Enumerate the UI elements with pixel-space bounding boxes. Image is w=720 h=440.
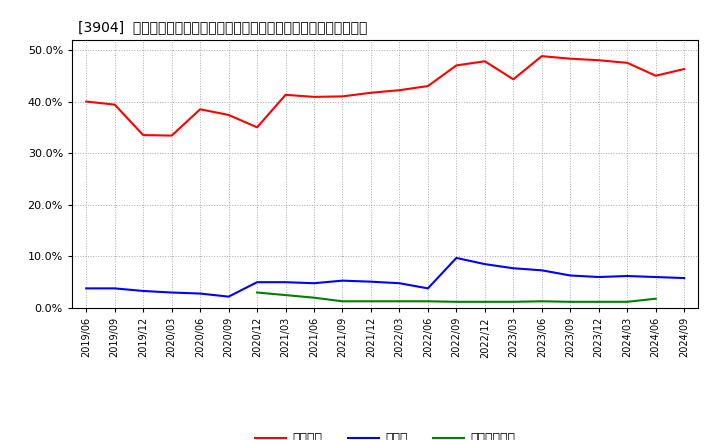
のれん	[310, 281, 318, 286]
自己資本	[652, 73, 660, 78]
Line: のれん: のれん	[86, 258, 684, 297]
のれん	[366, 279, 375, 284]
自己資本	[225, 112, 233, 117]
のれん	[282, 279, 290, 285]
のれん	[338, 278, 347, 283]
のれん	[537, 268, 546, 273]
繰延税金資産	[566, 299, 575, 304]
のれん	[452, 255, 461, 260]
のれん	[595, 275, 603, 280]
自己資本	[537, 54, 546, 59]
自己資本	[366, 90, 375, 95]
繰延税金資産	[253, 290, 261, 295]
のれん	[253, 279, 261, 285]
Legend: 自己資本, のれん, 繰延税金資産: 自己資本, のれん, 繰延税金資産	[251, 427, 521, 440]
繰延税金資産	[338, 299, 347, 304]
自己資本	[452, 63, 461, 68]
自己資本	[338, 94, 347, 99]
のれん	[566, 273, 575, 278]
のれん	[652, 275, 660, 280]
自己資本	[509, 77, 518, 82]
自己資本	[110, 102, 119, 107]
自己資本	[282, 92, 290, 98]
繰延税金資産	[595, 299, 603, 304]
自己資本	[310, 94, 318, 99]
繰延税金資産	[623, 299, 631, 304]
自己資本	[680, 66, 688, 72]
Line: 自己資本: 自己資本	[86, 56, 684, 136]
のれん	[423, 286, 432, 291]
のれん	[623, 273, 631, 279]
のれん	[225, 294, 233, 299]
Text: [3904]  自己資本、のれん、繰延税金資産の総資産に対する比率の推移: [3904] 自己資本、のれん、繰延税金資産の総資産に対する比率の推移	[78, 20, 368, 34]
自己資本	[82, 99, 91, 104]
繰延税金資産	[366, 299, 375, 304]
自己資本	[623, 60, 631, 66]
のれん	[395, 281, 404, 286]
自己資本	[566, 56, 575, 61]
自己資本	[595, 58, 603, 63]
のれん	[509, 266, 518, 271]
自己資本	[167, 133, 176, 138]
自己資本	[253, 125, 261, 130]
自己資本	[480, 59, 489, 64]
繰延税金資産	[537, 299, 546, 304]
のれん	[680, 275, 688, 281]
自己資本	[395, 88, 404, 93]
繰延税金資産	[282, 293, 290, 298]
繰延税金資産	[310, 295, 318, 301]
自己資本	[196, 106, 204, 112]
繰延税金資産	[452, 299, 461, 304]
のれん	[139, 288, 148, 293]
のれん	[167, 290, 176, 295]
のれん	[480, 261, 489, 267]
繰延税金資産	[509, 299, 518, 304]
のれん	[110, 286, 119, 291]
繰延税金資産	[652, 296, 660, 301]
自己資本	[139, 132, 148, 138]
繰延税金資産	[395, 299, 404, 304]
のれん	[82, 286, 91, 291]
のれん	[196, 291, 204, 296]
繰延税金資産	[423, 299, 432, 304]
Line: 繰延税金資産: 繰延税金資産	[257, 293, 656, 302]
繰延税金資産	[480, 299, 489, 304]
自己資本	[423, 84, 432, 89]
